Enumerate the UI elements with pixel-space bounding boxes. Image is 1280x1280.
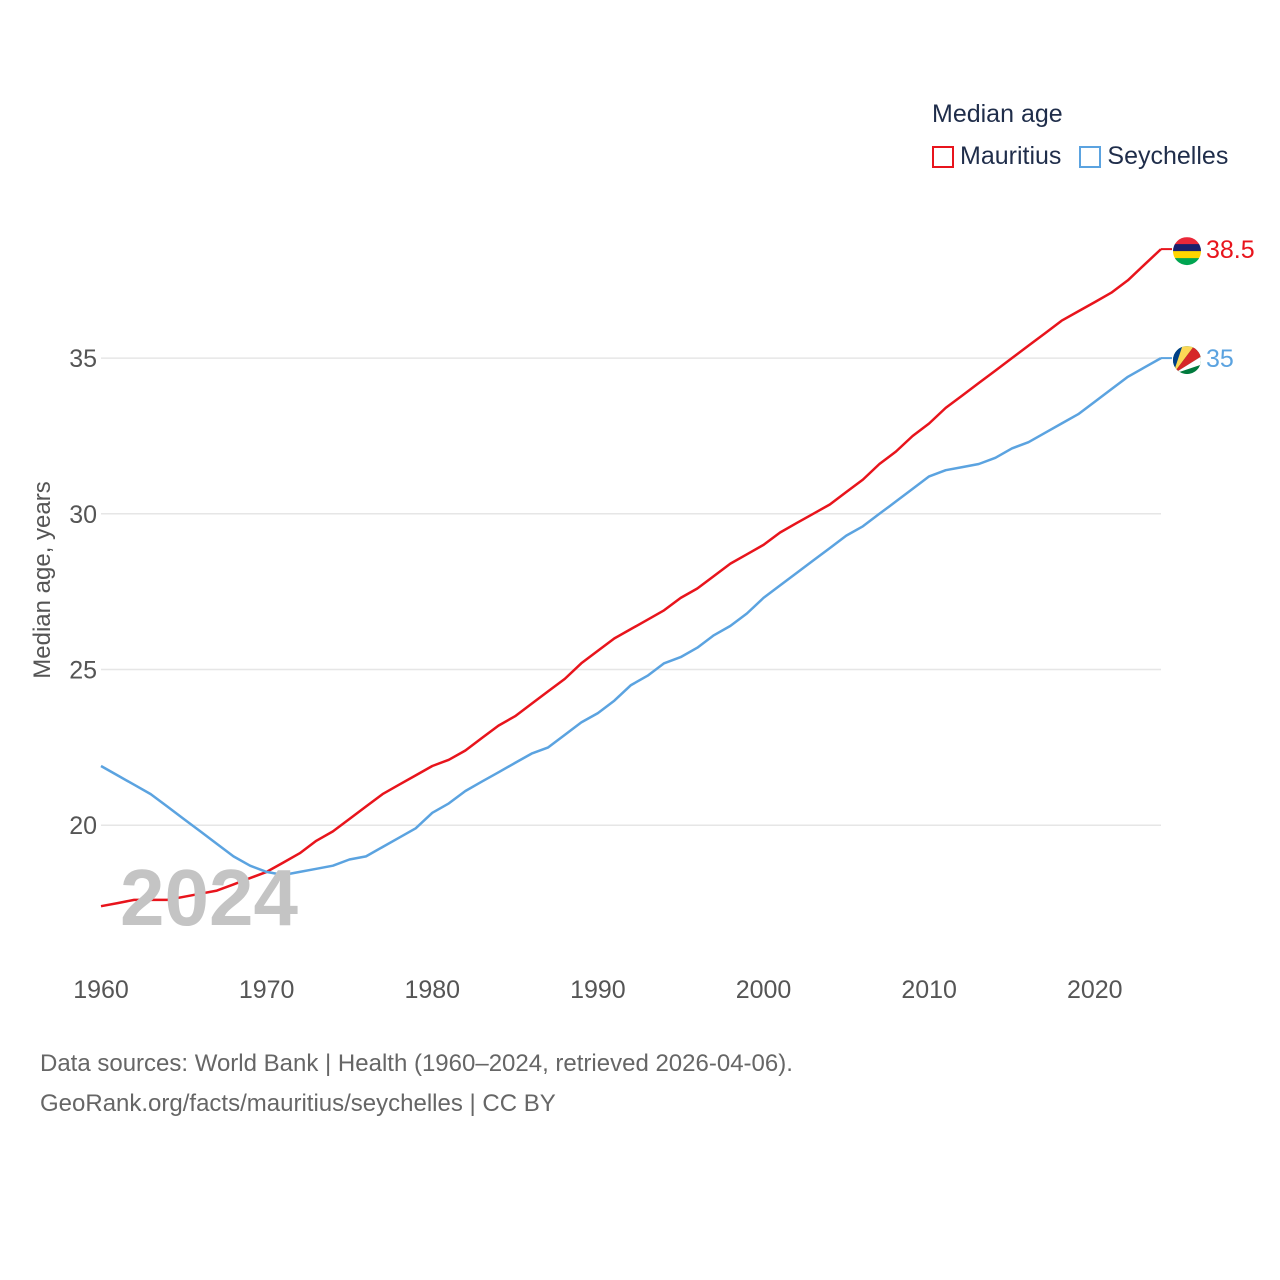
year-watermark: 2024 <box>120 853 298 942</box>
series-line-mauritius[interactable] <box>100 248 1162 908</box>
legend-label-seychelles: Seychelles <box>1107 142 1229 170</box>
x-tick-2010: 2010 <box>901 976 957 1004</box>
series-line-seychelles[interactable] <box>100 357 1162 877</box>
grid-lines <box>101 357 1161 826</box>
flag-icon-seychelles <box>1173 346 1201 375</box>
x-tick-1990: 1990 <box>570 976 626 1004</box>
source-line-2: GeoRank.org/facts/mauritius/seychelles |… <box>40 1090 556 1117</box>
legend-title: Median age <box>932 100 1063 128</box>
series-lines <box>100 248 1162 908</box>
end-label-seychelles: 35 <box>1206 345 1234 373</box>
data-source-note: Data sources: World Bank | Health (1960–… <box>40 1044 793 1124</box>
legend-swatch-mauritius <box>932 145 954 168</box>
legend-item-seychelles[interactable]: Seychelles <box>1079 142 1228 171</box>
x-tick-1960: 1960 <box>73 976 129 1004</box>
y-tick-30: 30 <box>69 501 97 529</box>
y-tick-35: 35 <box>69 345 97 373</box>
x-tick-1970: 1970 <box>239 976 295 1004</box>
source-line-1: Data sources: World Bank | Health (1960–… <box>40 1050 793 1077</box>
x-tick-1980: 1980 <box>404 976 460 1004</box>
y-axis-label: Median age, years <box>29 481 56 678</box>
y-tick-20: 20 <box>69 812 97 840</box>
x-tick-2000: 2000 <box>736 976 792 1004</box>
flag-icon-mauritius <box>1173 237 1201 266</box>
y-tick-labels: 20 25 30 35 <box>69 345 97 840</box>
legend-item-mauritius[interactable]: Mauritius <box>932 142 1061 171</box>
x-tick-2020: 2020 <box>1067 976 1123 1004</box>
x-tick-labels: 1960 1970 1980 1990 2000 2010 2020 <box>73 976 1122 1004</box>
legend-swatch-seychelles <box>1079 145 1102 168</box>
y-tick-25: 25 <box>69 657 97 685</box>
legend-label-mauritius: Mauritius <box>960 142 1062 170</box>
legend: Mauritius Seychelles <box>932 142 1246 171</box>
end-label-mauritius: 38.5 <box>1206 236 1255 264</box>
end-markers: 38.5 35 <box>1161 236 1255 375</box>
